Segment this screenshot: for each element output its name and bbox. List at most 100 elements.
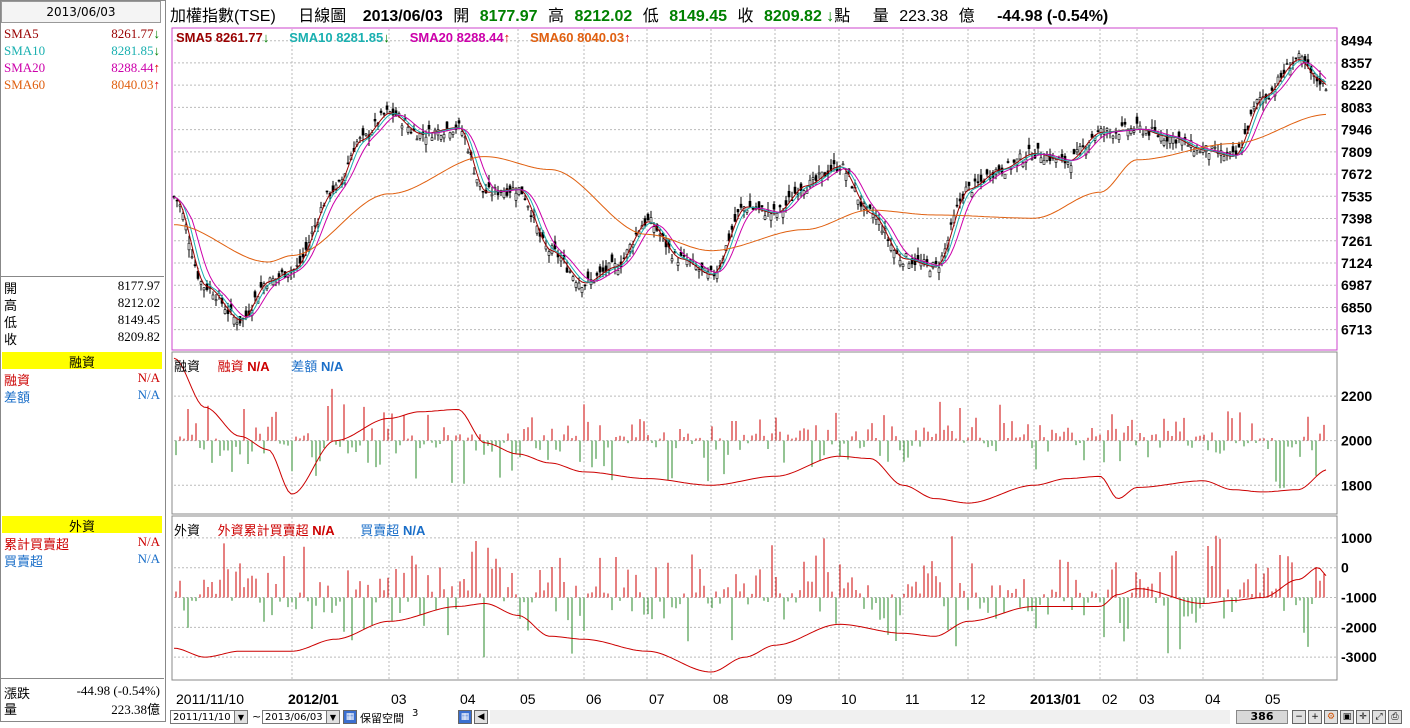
candle-body xyxy=(1036,142,1040,149)
reserve-set-icon[interactable]: ▦ xyxy=(458,710,472,724)
sma-row-sma60: SMA60 8040.03↑ xyxy=(2,77,162,94)
foreign-y-tick: 0 xyxy=(1341,560,1349,576)
up-arrow-icon: ↑ xyxy=(624,30,631,45)
candle-body xyxy=(595,272,599,276)
candle-body xyxy=(784,200,788,206)
candle-body xyxy=(1006,161,1010,163)
range-separator: ~ xyxy=(252,710,262,723)
print-icon[interactable]: ⎙ xyxy=(1388,710,1402,724)
scrollbar-track[interactable] xyxy=(490,710,1230,724)
change-summary: 漲跌 -44.98 (-0.54%) 量 223.38億 xyxy=(0,678,164,719)
apply-range-icon[interactable]: ▦ xyxy=(343,710,357,724)
candle-body xyxy=(202,287,206,291)
candle-body xyxy=(1039,157,1043,163)
price-y-tick: 7809 xyxy=(1341,144,1372,160)
price-legend-item-2: SMA20 8288.44↑ xyxy=(409,30,511,45)
price-legend-item-1: SMA10 8281.85↓ xyxy=(289,30,390,45)
price-y-tick: 6987 xyxy=(1341,277,1372,293)
candle-body xyxy=(325,190,329,193)
candle-body xyxy=(448,132,452,139)
end-date-input[interactable]: 2013/06/03 ▼ xyxy=(262,710,340,724)
down-arrow-icon: ↓ xyxy=(383,30,390,45)
candle-body xyxy=(844,173,848,181)
x-tick: 04 xyxy=(460,691,476,707)
ohlc-row-1-value: 8212.02 xyxy=(117,295,160,310)
candle-body xyxy=(820,171,824,180)
reserve-value: 3 xyxy=(412,708,419,719)
sma-row-sma20-label: SMA20 xyxy=(4,60,46,75)
candle-body xyxy=(415,138,419,141)
volume-label-top: 量 xyxy=(872,8,889,25)
scroll-left-icon[interactable]: ◀ xyxy=(474,710,488,724)
foreign-y-tick: 1000 xyxy=(1341,530,1372,546)
candle-body xyxy=(1138,125,1142,130)
candle-body xyxy=(1081,145,1085,147)
candle-body xyxy=(574,282,578,288)
candle-body xyxy=(406,126,410,133)
zoom-out-icon[interactable]: − xyxy=(1292,710,1306,724)
change-label: 漲跌 xyxy=(4,686,31,701)
candle-body xyxy=(610,254,614,263)
candle-body xyxy=(1252,106,1256,110)
candle-body xyxy=(1096,130,1100,132)
up-arrow-icon: ↑ xyxy=(153,77,161,92)
zoom-in-icon[interactable]: + xyxy=(1308,710,1322,724)
candle-body xyxy=(772,204,776,210)
candle-body xyxy=(565,267,569,273)
change-value: -44.98 (-0.54%) xyxy=(76,683,160,698)
price-y-tick: 8220 xyxy=(1341,77,1372,93)
foreign-y-tick: -3000 xyxy=(1341,649,1377,665)
candle-body xyxy=(337,179,341,182)
candle-body xyxy=(955,204,959,207)
margin-line xyxy=(173,357,1327,504)
candle-body xyxy=(787,190,791,198)
candle-body xyxy=(598,266,602,273)
margin-values: 融資 N/A 差額 N/A xyxy=(0,370,164,510)
x-tick: 2013/01 xyxy=(1030,691,1081,707)
candle-body xyxy=(1120,122,1124,126)
snapshot-icon[interactable]: ▣ xyxy=(1340,710,1354,724)
candle-body xyxy=(1279,72,1283,78)
candle-body xyxy=(571,276,575,281)
price-y-tick: 7261 xyxy=(1341,233,1372,249)
candle-body xyxy=(1018,153,1022,160)
fit-icon[interactable]: ⤢ xyxy=(1372,710,1386,724)
reserve-label: 保留空間 xyxy=(360,712,404,725)
candle-body xyxy=(1255,99,1259,104)
candle-body xyxy=(670,258,674,262)
margin-series xyxy=(173,357,1327,504)
candle-body xyxy=(1021,162,1025,167)
candle-body xyxy=(331,185,335,193)
candle-body xyxy=(679,251,683,257)
start-date-input[interactable]: 2011/11/10 ▼ xyxy=(170,710,248,724)
candle-body xyxy=(1111,135,1115,139)
candle-body xyxy=(1126,130,1130,137)
sma-row-sma60-value: 8040.03↑ xyxy=(111,77,161,92)
end-date-dropdown-icon[interactable]: ▼ xyxy=(326,711,339,723)
sma-values: SMA5 8261.77↓ SMA10 8281.85↓ SMA20 8288.44↑ SM… xyxy=(0,26,164,277)
settings-icon[interactable]: ⚙ xyxy=(1324,710,1338,724)
candle-body xyxy=(1135,116,1139,124)
candle-body xyxy=(244,310,248,317)
candle-body xyxy=(313,224,317,227)
candle-body xyxy=(232,316,236,325)
crosshair-icon[interactable]: ✛ xyxy=(1356,710,1370,724)
candle-body xyxy=(358,137,362,139)
candle-body xyxy=(901,263,905,267)
candle-body xyxy=(778,205,782,208)
price-y-tick: 6850 xyxy=(1341,299,1372,315)
candle-body xyxy=(517,187,521,195)
candle-body xyxy=(1060,154,1064,158)
candle-body xyxy=(1159,134,1163,142)
candle-body xyxy=(928,270,932,278)
ohlc-row-2-label: 低 xyxy=(4,315,18,330)
candle-body xyxy=(1207,153,1211,160)
index-name: 加權指數(TSE) xyxy=(170,8,276,25)
foreign-series xyxy=(173,535,1327,673)
candle-body xyxy=(211,294,215,300)
foreign-legend-item2: 買賣超 xyxy=(360,523,400,538)
margin-legend-item1: 融資 xyxy=(217,359,244,374)
sma60-line xyxy=(173,113,1327,263)
start-date-dropdown-icon[interactable]: ▼ xyxy=(234,711,247,723)
candle-body xyxy=(472,172,476,175)
